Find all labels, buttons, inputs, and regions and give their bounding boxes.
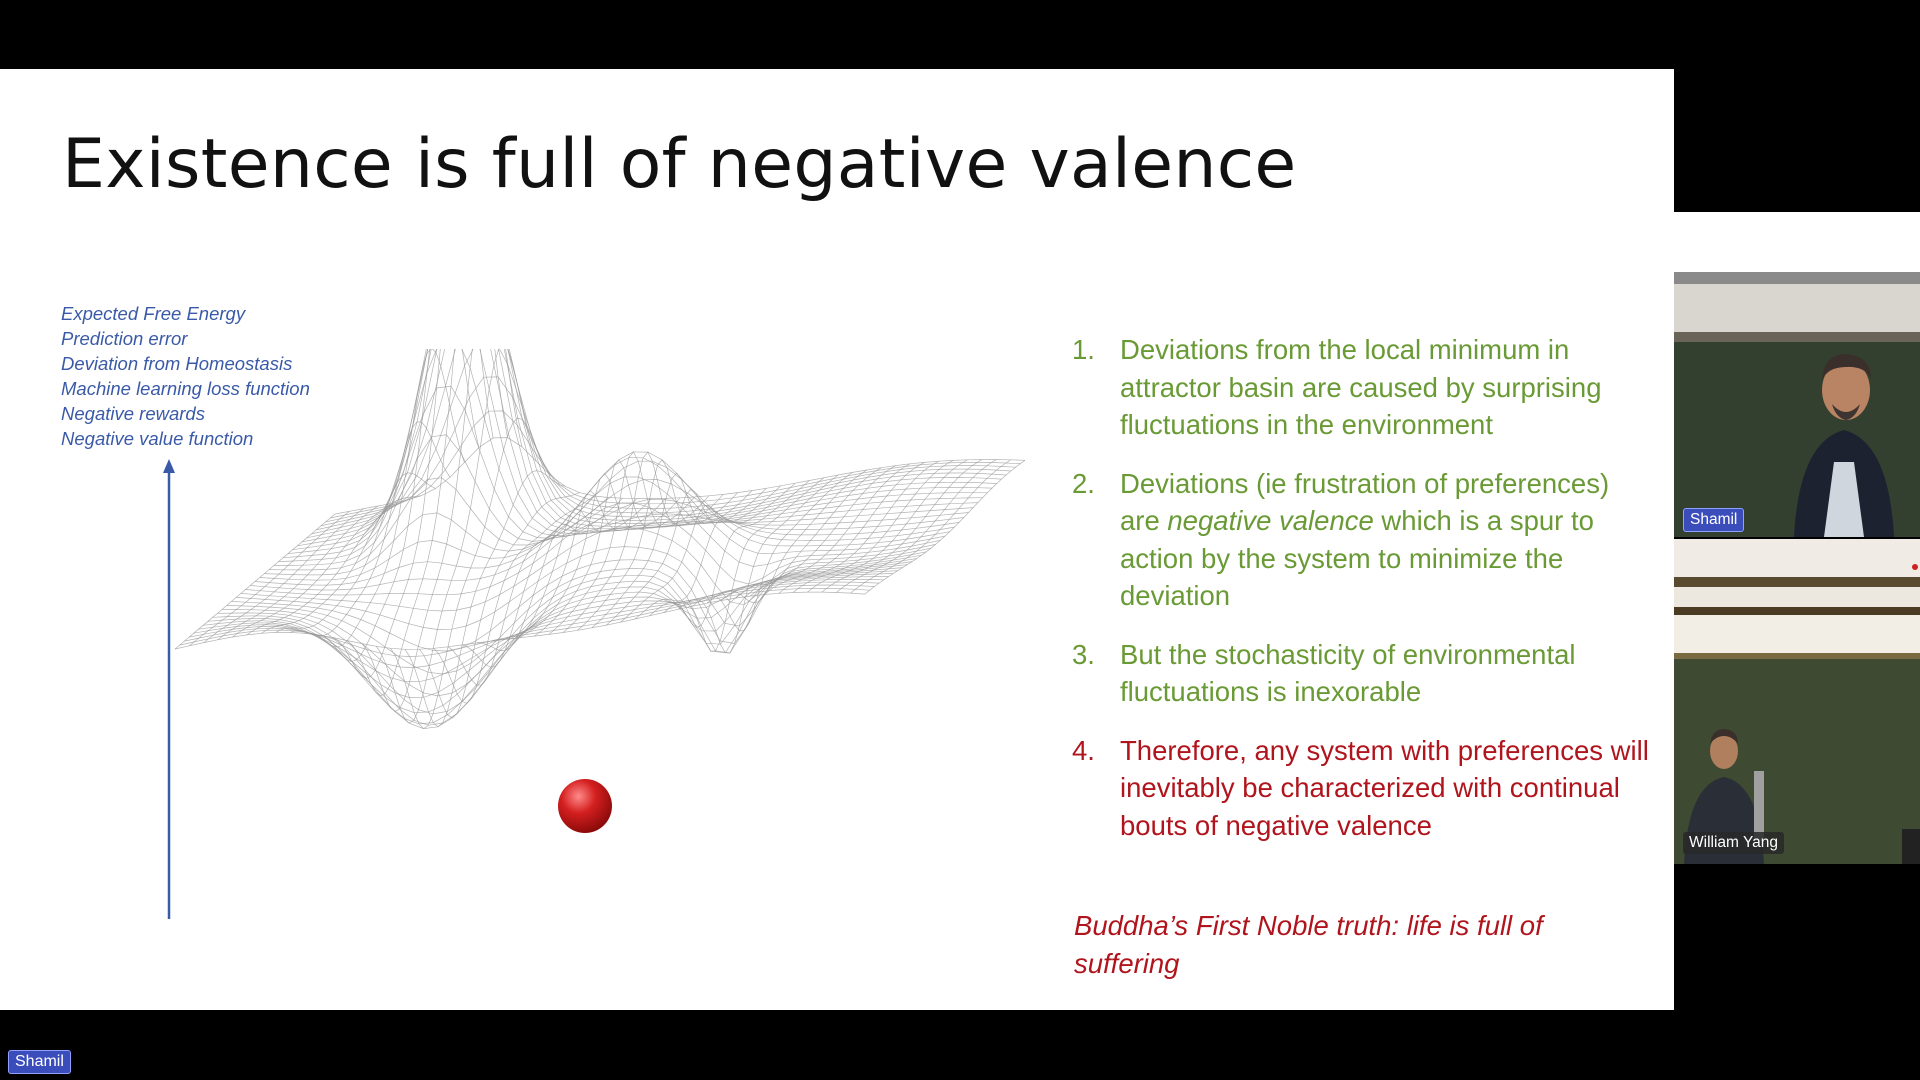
list-item-text: Therefore, any system with preferences w… <box>1120 734 1649 841</box>
participant-name-tag: Shamil <box>1683 508 1745 532</box>
list-item-text: Deviations from the local minimum in att… <box>1120 334 1602 440</box>
list-item-number: 4. <box>1072 734 1095 766</box>
list-item: 1. Deviations from the local minimum in … <box>1072 331 1652 444</box>
presentation-slide: Existence is full of negative valence Ex… <box>0 69 1674 1010</box>
list-item-text: But the stochasticity of environmental f… <box>1120 638 1576 708</box>
participant-name-tag: William Yang <box>1683 832 1785 854</box>
red-ball <box>558 779 612 833</box>
video-panel-header <box>1674 212 1920 272</box>
axis-label: Expected Free Energy <box>61 303 246 324</box>
bullet-list: 1. Deviations from the local minimum in … <box>1072 331 1652 865</box>
list-item-number: 1. <box>1072 334 1095 365</box>
axis-label-list: Expected Free Energy Prediction error De… <box>61 301 310 451</box>
list-item-text: Deviations (ie frustration of preference… <box>1120 465 1652 615</box>
video-tile-shamil[interactable]: Shamil <box>1674 272 1920 537</box>
axis-label: Negative value function <box>61 428 254 449</box>
participant-video <box>1674 539 1920 864</box>
video-tile-william-yang[interactable]: William Yang <box>1674 539 1920 864</box>
list-item: 2. Deviations (ie frustration of prefere… <box>1072 465 1652 615</box>
conclusion-text: Buddha’s First Noble truth: life is full… <box>1074 910 1543 979</box>
axis-label: Prediction error <box>61 328 188 349</box>
text-segment: Deviations (ie frustration of preference… <box>1120 467 1610 537</box>
axis-label: Machine learning loss function <box>61 378 310 399</box>
vertical-axis-arrow <box>163 459 175 919</box>
list-item: 3. But the stochasticity of environmenta… <box>1072 636 1652 711</box>
list-item: 4. Therefore, any system with preference… <box>1072 732 1652 845</box>
list-item-number: 3. <box>1072 638 1095 670</box>
active-speaker-tag: Shamil <box>8 1050 71 1074</box>
slide-title: Existence is full of negative valence <box>62 125 1297 204</box>
participant-video <box>1674 272 1920 537</box>
axis-label: Negative rewards <box>61 403 205 424</box>
axis-label: Deviation from Homeostasis <box>61 353 293 374</box>
wireframe-mesh <box>174 349 1026 730</box>
list-item-number: 2. <box>1072 467 1095 499</box>
emphasis-text: negative valence <box>1167 505 1374 536</box>
energy-landscape-mesh <box>174 349 1026 833</box>
text-segment: which is a spur to action by the system … <box>1120 505 1594 611</box>
